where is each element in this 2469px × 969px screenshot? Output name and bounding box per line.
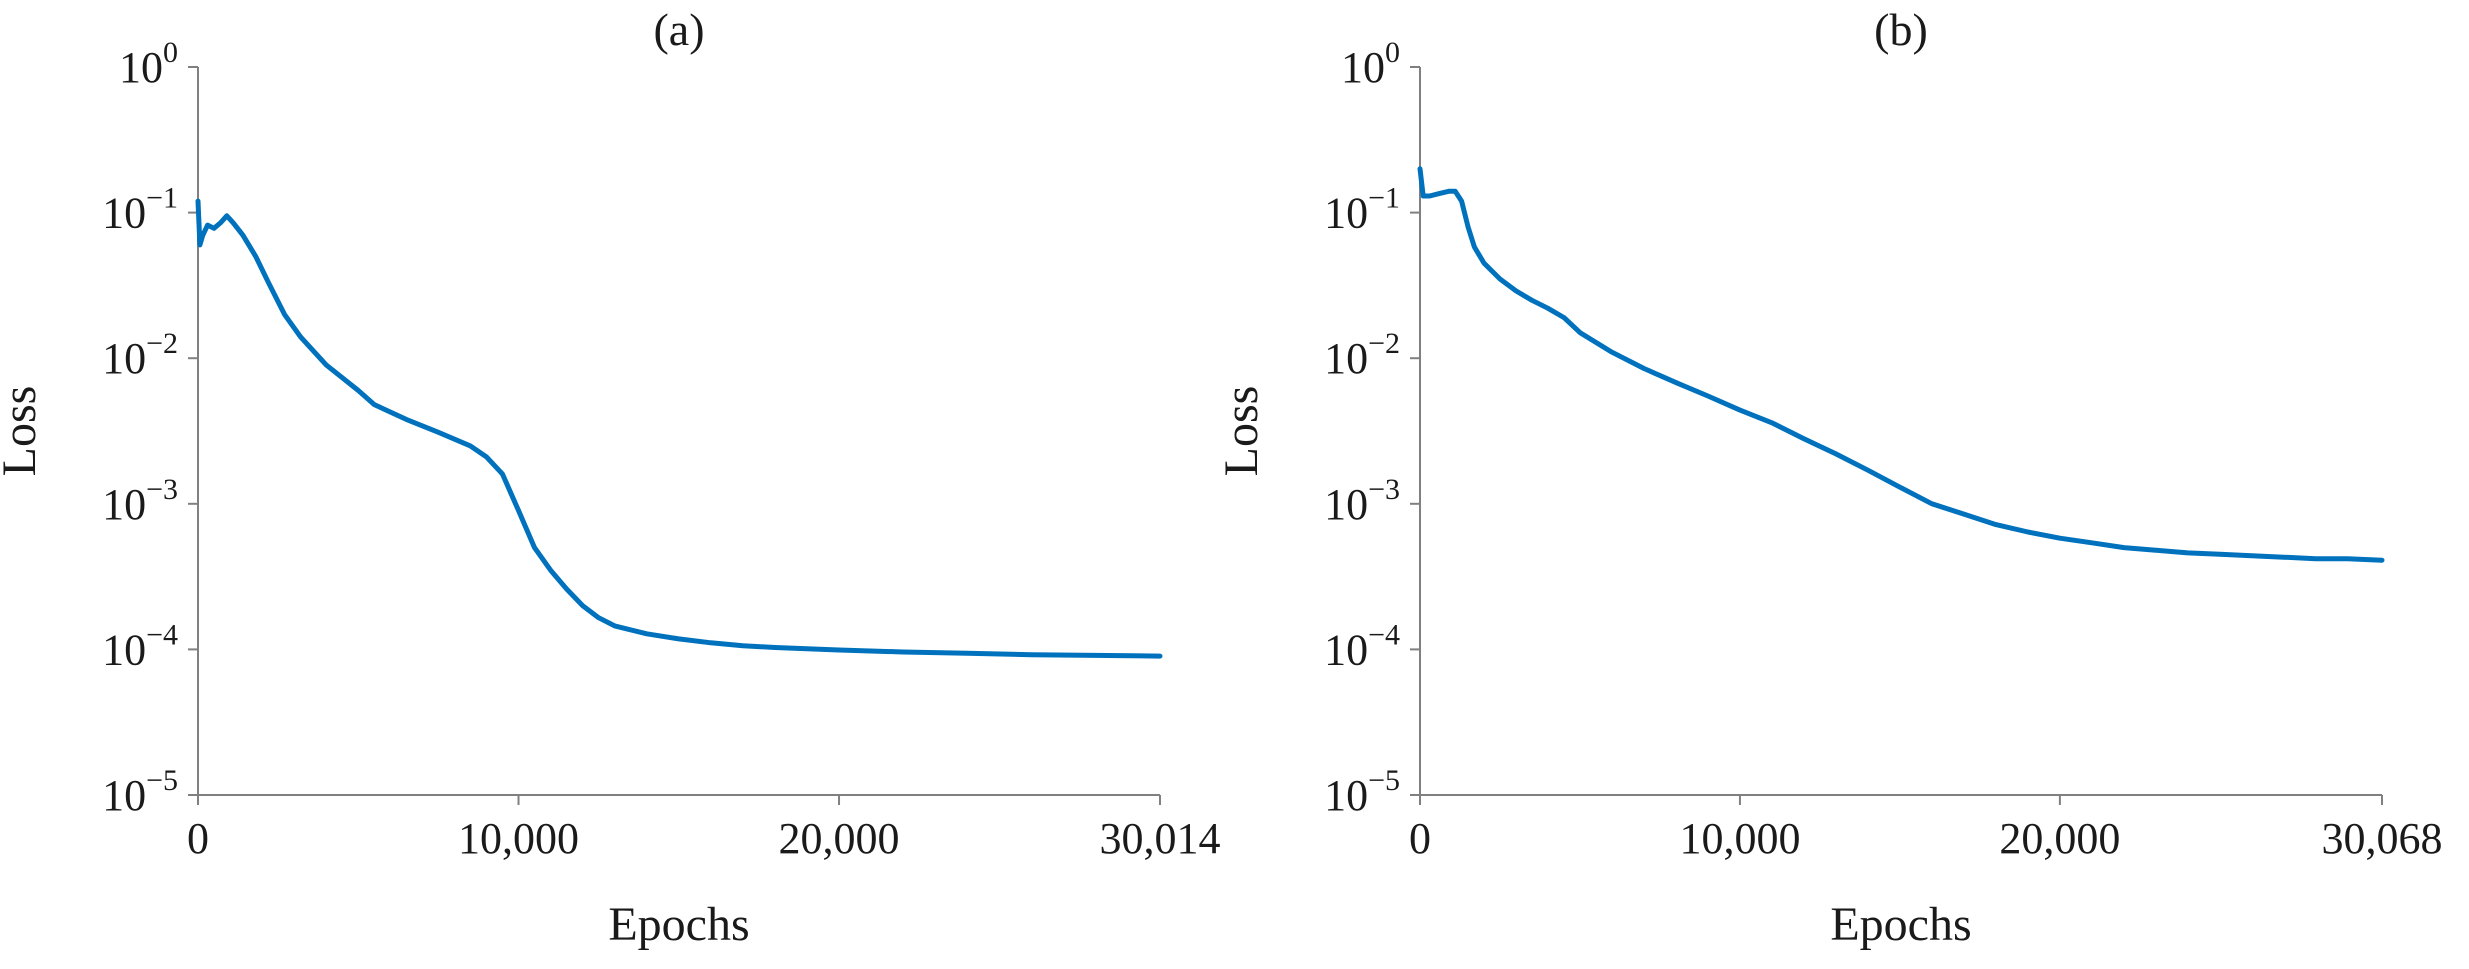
x-tick-label: 30,068 bbox=[2322, 814, 2443, 863]
x-tick-label: 0 bbox=[187, 814, 209, 863]
y-tick-label: 10−5 bbox=[102, 764, 178, 820]
loss-series-line bbox=[195, 198, 1163, 659]
y-tick-label: 10−2 bbox=[1324, 327, 1400, 383]
chart-title: (b) bbox=[1874, 4, 1928, 55]
x-axis-label: Epochs bbox=[1830, 898, 1971, 951]
chart-panel-a: (a) 100 10−1 10−2 10−3 10−4 10−50 10,000 20,000 3… bbox=[0, 4, 1221, 951]
x-tick-label: 10,000 bbox=[458, 814, 579, 863]
y-tick-label: 10−2 bbox=[102, 327, 178, 383]
x-tick-label: 30,014 bbox=[1100, 814, 1221, 863]
y-tick-label: 10−1 bbox=[1324, 182, 1400, 238]
y-tick-label: 100 bbox=[119, 36, 178, 92]
y-tick-label: 10−3 bbox=[102, 473, 178, 529]
y-tick-label: 10−4 bbox=[102, 618, 178, 674]
x-tick-label: 20,000 bbox=[1999, 814, 2120, 863]
chart-panel-b: (b) 100 10−1 10−2 10−3 10−4 10−50 10,000 20,000 3… bbox=[1215, 4, 2443, 951]
y-tick-label: 100 bbox=[1341, 36, 1400, 92]
y-tick-label: 10−1 bbox=[102, 182, 178, 238]
x-tick-label: 20,000 bbox=[779, 814, 900, 863]
x-axis-label: Epochs bbox=[608, 898, 749, 951]
y-tick-label: 10−3 bbox=[1324, 473, 1400, 529]
chart-title: (a) bbox=[653, 4, 704, 55]
x-tick-label: 0 bbox=[1409, 814, 1431, 863]
y-axis-label: Loss bbox=[1215, 386, 1268, 477]
loss-series-line bbox=[1417, 166, 2385, 563]
y-tick-label: 10−4 bbox=[1324, 618, 1400, 674]
x-tick-label: 10,000 bbox=[1679, 814, 1800, 863]
y-axis-label: Loss bbox=[0, 386, 46, 477]
y-tick-label: 10−5 bbox=[1324, 764, 1400, 820]
